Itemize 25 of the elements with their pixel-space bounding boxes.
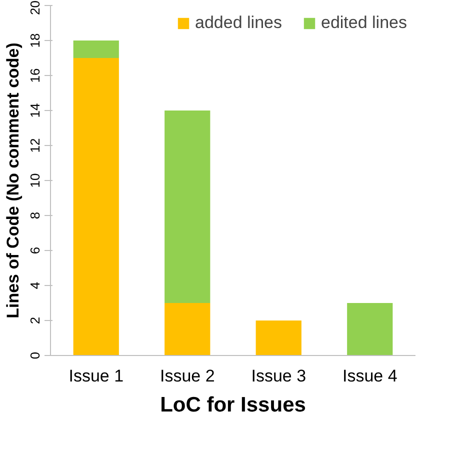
x-tick-label: Issue 1 [68, 366, 124, 386]
y-tick-label: 6 [28, 246, 42, 254]
y-tick-label: 10 [28, 173, 42, 188]
bar [164, 303, 210, 356]
y-axis-title: Lines of Code (No comment code) [4, 42, 22, 318]
x-tick-label: Issue 3 [251, 366, 306, 386]
y-tick-label: 2 [28, 316, 42, 324]
y-tick-label: 8 [28, 212, 42, 220]
x-axis-title: LoC for Issues [160, 394, 306, 416]
y-tick-label: 4 [28, 282, 42, 290]
y-tick-label: 12 [28, 138, 42, 153]
bar [73, 40, 119, 58]
y-tick-label: 18 [28, 33, 42, 48]
y-tick-label: 14 [28, 103, 42, 118]
y-tick-label: 16 [28, 68, 42, 83]
x-tick-label: Issue 4 [342, 366, 398, 386]
bar [164, 110, 210, 303]
bar [256, 320, 302, 356]
bar [347, 303, 393, 356]
legend-label: edited lines [320, 13, 407, 33]
legend-label: added lines [195, 13, 282, 33]
x-tick-label: Issue 2 [160, 366, 215, 386]
y-tick-label: 0 [28, 352, 42, 360]
bar [73, 58, 119, 356]
y-tick-label: 20 [28, 0, 42, 15]
